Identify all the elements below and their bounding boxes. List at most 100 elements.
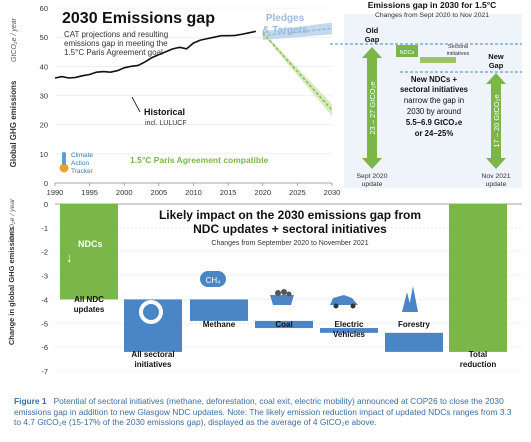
bottom-y-tick-label: 0 <box>44 200 48 209</box>
bar-methane <box>190 299 248 321</box>
old-gap-value: 23 – 27 GtCO₂e <box>368 81 377 134</box>
bottom-y-tick-label: -1 <box>41 224 48 233</box>
inset-sectoral-box <box>420 57 456 63</box>
top-x-tick-label: 2025 <box>289 188 306 197</box>
down-arrow-icon: ↓ <box>66 250 73 265</box>
bar-all-ndc-updates <box>60 204 118 300</box>
logo-text-3: Tracker <box>71 168 94 175</box>
thermometer-icon-stem <box>62 152 66 165</box>
bottom-y-tick-label: -5 <box>41 319 48 328</box>
inset-ndcs-label: NDCs <box>400 50 415 56</box>
inset-text-line-6: or 24–25% <box>415 129 454 138</box>
ndcs-bar-icon: NDCs ↓ <box>66 239 103 265</box>
bottom-chart-subtitle: Changes from September 2020 to November … <box>211 240 368 247</box>
new-gap-update-2: update <box>486 181 507 188</box>
methane-icon: CH₄ <box>200 271 226 287</box>
old-gap-update-2: update <box>362 181 383 188</box>
gap-inset: Emissions gap in 2030 for 1.5°C Changes … <box>330 0 522 188</box>
top-y-tick-label: 20 <box>40 121 48 130</box>
pledges-band <box>262 22 332 41</box>
bottom-chart-title-line-1: Likely impact on the 2030 emissions gap … <box>159 208 421 222</box>
top-x-tick-label: 2030 <box>324 188 341 197</box>
top-bands <box>262 22 333 116</box>
top-chart-title: 2030 Emissions gap <box>62 10 215 27</box>
forest-icon <box>402 286 418 312</box>
category-label: Total <box>469 350 488 359</box>
methane-cloud <box>200 271 226 287</box>
top-historical-line <box>54 30 256 79</box>
car-icon <box>330 295 358 309</box>
pledges-midline <box>262 27 333 37</box>
top-x-tick-label: 2010 <box>185 188 202 197</box>
bar-total-reduction <box>449 204 507 352</box>
new-gap-label-2: Gap <box>489 61 504 70</box>
category-label: initiatives <box>135 360 172 369</box>
inset-text-line-5: 5.5–6.9 GtCO₂e <box>406 118 463 127</box>
bar-coal <box>255 320 313 329</box>
coal-cart-icon <box>270 289 294 305</box>
bottom-y-axis-unit: GtCO₂e / year <box>9 198 16 241</box>
category-label: Forestry <box>398 320 431 329</box>
bottom-y-tick-label: -3 <box>41 272 48 281</box>
donut-ring <box>139 300 163 324</box>
top-y-tick-label: 10 <box>40 150 48 159</box>
figure-canvas: Global GHG emissions GtCO₂e / year 0 10 20… <box>7 0 522 376</box>
new-gap-arrow <box>486 73 506 169</box>
top-gridlines <box>55 7 332 184</box>
bottom-y-tick-label: -6 <box>41 343 48 352</box>
new-gap-label: New <box>488 52 504 61</box>
coal-lump <box>275 290 281 296</box>
bar-all-sectoral-initiatives <box>124 299 182 352</box>
car-body <box>330 295 358 305</box>
figure-caption: Figure 1 Potential of sectoral initiativ… <box>14 396 520 428</box>
bottom-chart: Change in global GHG emissions GtCO₂e / … <box>7 198 522 376</box>
inset-text-line-2: sectoral initiatives <box>400 85 469 94</box>
bottom-bars <box>60 204 507 352</box>
top-chart: Global GHG emissions GtCO₂e / year 0 10 20… <box>9 4 340 197</box>
top-chart-subtitle-line-3: 1.5°C Paris Agreement goal <box>64 48 163 57</box>
top-y-tick-label: 60 <box>40 4 48 13</box>
paris-compatible-label: 1.5°C Paris Agreement compatible <box>130 155 268 165</box>
inset-text-line-4: 2030 by around <box>407 107 461 116</box>
old-gap-arrow <box>362 47 382 169</box>
coal-lump-3 <box>286 291 292 297</box>
caption-text: Potential of sectoral initiatives (metha… <box>14 396 512 428</box>
historical-leader-line <box>131 96 141 113</box>
car-wheel-front <box>333 303 339 309</box>
bottom-y-axis-label: Change in global GHG emissions <box>7 227 16 345</box>
category-label: All sectoral <box>131 350 174 359</box>
category-label: Electric <box>335 320 364 329</box>
top-x-tick-label: 2020 <box>254 188 271 197</box>
inset-subtitle: Changes from Sept 2020 to Nov 2021 <box>375 12 489 19</box>
inset-title: Emissions gap in 2030 for 1.5°C <box>368 0 497 10</box>
coal-lump-2 <box>281 289 287 295</box>
bottom-chart-title-line-2: NDC updates + sectoral initiatives <box>193 222 387 236</box>
methane-formula: CH₄ <box>206 276 221 285</box>
top-y-tick-label: 40 <box>40 62 48 71</box>
inset-ndcs-box <box>396 45 418 57</box>
bar-forestry <box>385 332 443 352</box>
bottom-y-tick-label: -4 <box>41 295 48 304</box>
cat-logo: Climate Action Tracker <box>59 152 94 175</box>
category-label: Methane <box>203 320 236 329</box>
inset-sectoral-label-2: initiatives <box>447 51 470 57</box>
old-gap-label-2: Gap <box>365 35 380 44</box>
category-label: Vehicles <box>333 330 366 339</box>
tree-icon-2 <box>408 286 418 312</box>
pledges-label-line-1: Pledges <box>266 13 305 24</box>
paris-midline <box>262 32 333 111</box>
car-wheel-rear <box>350 303 356 309</box>
pledges-label-line-2: & Targets <box>262 25 308 36</box>
old-gap-label: Old <box>366 26 379 35</box>
inset-text-line-1: New NDCs + <box>411 75 458 84</box>
caption-lead: Figure 1 <box>14 396 47 406</box>
thermometer-icon <box>59 163 69 173</box>
bar-electric-vehicles <box>320 328 378 333</box>
top-x-tick-label: 2015 <box>220 188 237 197</box>
top-y-tick-label: 50 <box>40 33 48 42</box>
category-label: reduction <box>460 360 497 369</box>
logo-text-2: Action <box>71 160 89 167</box>
top-chart-subtitle-line-2: emissions gap in meeting the <box>64 39 168 48</box>
ndcs-bar-label: NDCs <box>78 239 103 249</box>
